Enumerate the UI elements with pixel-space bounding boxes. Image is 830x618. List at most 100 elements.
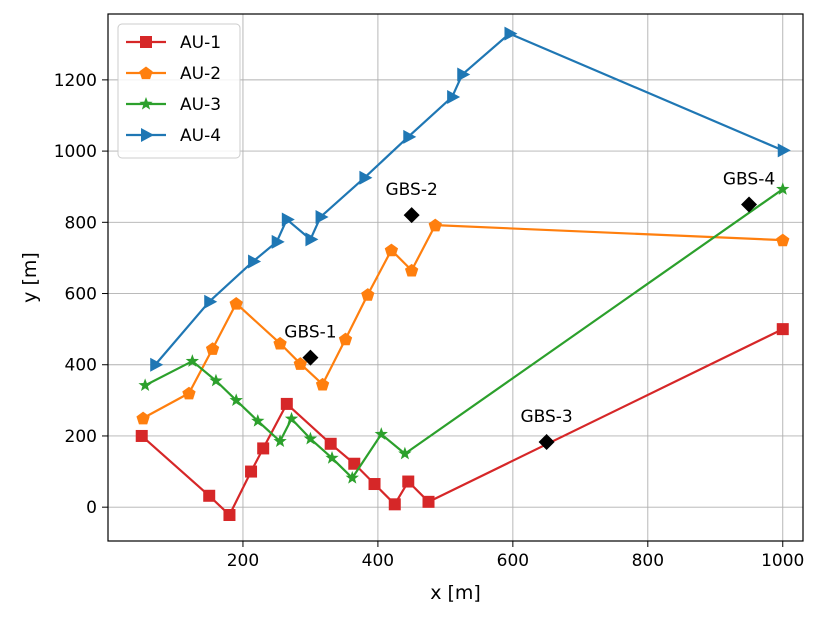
point-au-3	[776, 182, 790, 195]
point-au-3	[185, 354, 199, 367]
series-au-2	[136, 218, 790, 425]
gbs-label: GBS-4	[723, 170, 775, 190]
point-au-4	[271, 234, 285, 249]
series-layer	[135, 26, 791, 522]
y-tick-label: 1000	[54, 142, 97, 162]
point-au-4	[447, 89, 461, 104]
point-au-3	[345, 470, 359, 484]
series-au-4	[150, 26, 791, 372]
point-au-2	[428, 218, 442, 232]
series-au-3	[138, 182, 790, 484]
point-au-3	[229, 393, 243, 407]
legend-label-au-3: AU-3	[180, 95, 221, 115]
point-au-2	[384, 243, 399, 257]
point-au-4	[281, 212, 295, 227]
point-au-2	[293, 357, 307, 370]
point-au-3	[303, 431, 318, 445]
legend-label-au-2: AU-2	[180, 64, 221, 84]
point-au-4	[777, 143, 791, 158]
x-axis-label: x [m]	[430, 582, 481, 604]
x-tick-label: 1000	[761, 551, 804, 571]
point-au-3	[325, 451, 339, 464]
point-au-4	[150, 357, 164, 372]
x-tick-label: 800	[632, 551, 664, 571]
legend-item-au-3: AU-3	[126, 95, 221, 115]
point-au-1	[203, 489, 216, 502]
point-au-1	[280, 397, 293, 410]
legend-box	[117, 23, 241, 159]
gbs-label: GBS-3	[520, 407, 572, 427]
point-au-2	[273, 336, 287, 350]
point-au-2	[315, 377, 330, 391]
point-au-4	[305, 232, 319, 247]
legend-item-au-2: AU-2	[126, 64, 221, 84]
gbs-marker: GBS-3	[520, 407, 573, 451]
point-au-2	[338, 332, 353, 346]
point-au-3	[374, 427, 388, 440]
point-au-3	[209, 373, 223, 387]
gbs-label: GBS-2	[386, 180, 438, 200]
point-au-1	[422, 495, 435, 508]
point-au-1	[223, 509, 236, 522]
point-au-4	[504, 26, 518, 41]
gbs-marker: GBS-4	[723, 170, 775, 213]
point-au-2	[182, 386, 196, 400]
gbs-diamond	[538, 434, 555, 451]
point-au-1	[368, 478, 381, 491]
point-au-3	[398, 446, 412, 460]
point-au-2	[361, 288, 375, 301]
point-au-2	[205, 342, 220, 355]
series-au-1	[135, 323, 789, 522]
point-au-1	[324, 437, 337, 450]
point-au-4	[204, 294, 218, 309]
point-au-1	[135, 429, 148, 442]
legend-marker-au-2	[139, 66, 153, 80]
legend: AU-1 AU-2 AU-3 AU-4	[117, 23, 241, 159]
gbs-diamond	[302, 349, 319, 366]
point-au-1	[402, 475, 415, 488]
point-au-1	[245, 465, 258, 478]
series-line-au-3	[144, 188, 784, 480]
y-tick-label: 400	[65, 356, 97, 376]
gbs-label: GBS-1	[284, 323, 336, 343]
point-au-4	[359, 170, 373, 185]
point-au-1	[348, 457, 361, 470]
y-tick-label: 1200	[54, 71, 97, 91]
series-line-au-2	[142, 224, 783, 420]
legend-label-au-4: AU-4	[180, 126, 221, 146]
y-axis-label: y [m]	[19, 252, 41, 303]
point-au-3	[273, 434, 287, 447]
series-line-au-1	[141, 328, 784, 517]
y-tick-label: 0	[86, 498, 97, 518]
point-au-3	[251, 414, 265, 427]
plot-frame	[107, 13, 804, 542]
point-au-2	[136, 411, 150, 425]
legend-label-au-1: AU-1	[180, 33, 221, 53]
point-au-4	[457, 67, 471, 82]
x-tick-label: 600	[497, 551, 529, 571]
point-au-2	[404, 263, 419, 277]
gbs-diamond	[741, 196, 758, 213]
point-au-3	[138, 378, 152, 392]
point-au-2	[229, 296, 243, 310]
x-tick-label: 200	[227, 551, 259, 571]
legend-marker-au-4	[141, 128, 154, 142]
y-tick-label: 600	[65, 285, 97, 305]
gbs-layer: GBS-1 GBS-2 GBS-3 GBS-4	[284, 170, 775, 451]
tick-layer: 200 400 600 800 1000 0 200 400 600 800 1000 1200	[54, 71, 805, 571]
point-au-4	[315, 209, 329, 224]
y-tick-label: 800	[65, 213, 97, 233]
legend-item-au-1: AU-1	[126, 33, 221, 53]
gbs-diamond	[403, 207, 420, 224]
point-au-3	[284, 411, 299, 425]
point-au-4	[248, 254, 262, 269]
point-au-1	[257, 442, 270, 455]
x-tick-label: 400	[362, 551, 394, 571]
point-au-1	[776, 323, 789, 336]
gbs-marker: GBS-2	[386, 180, 438, 224]
legend-marker-au-1	[140, 36, 152, 48]
gbs-marker: GBS-1	[284, 323, 337, 366]
point-au-2	[776, 233, 790, 247]
legend-marker-au-3	[139, 97, 153, 110]
